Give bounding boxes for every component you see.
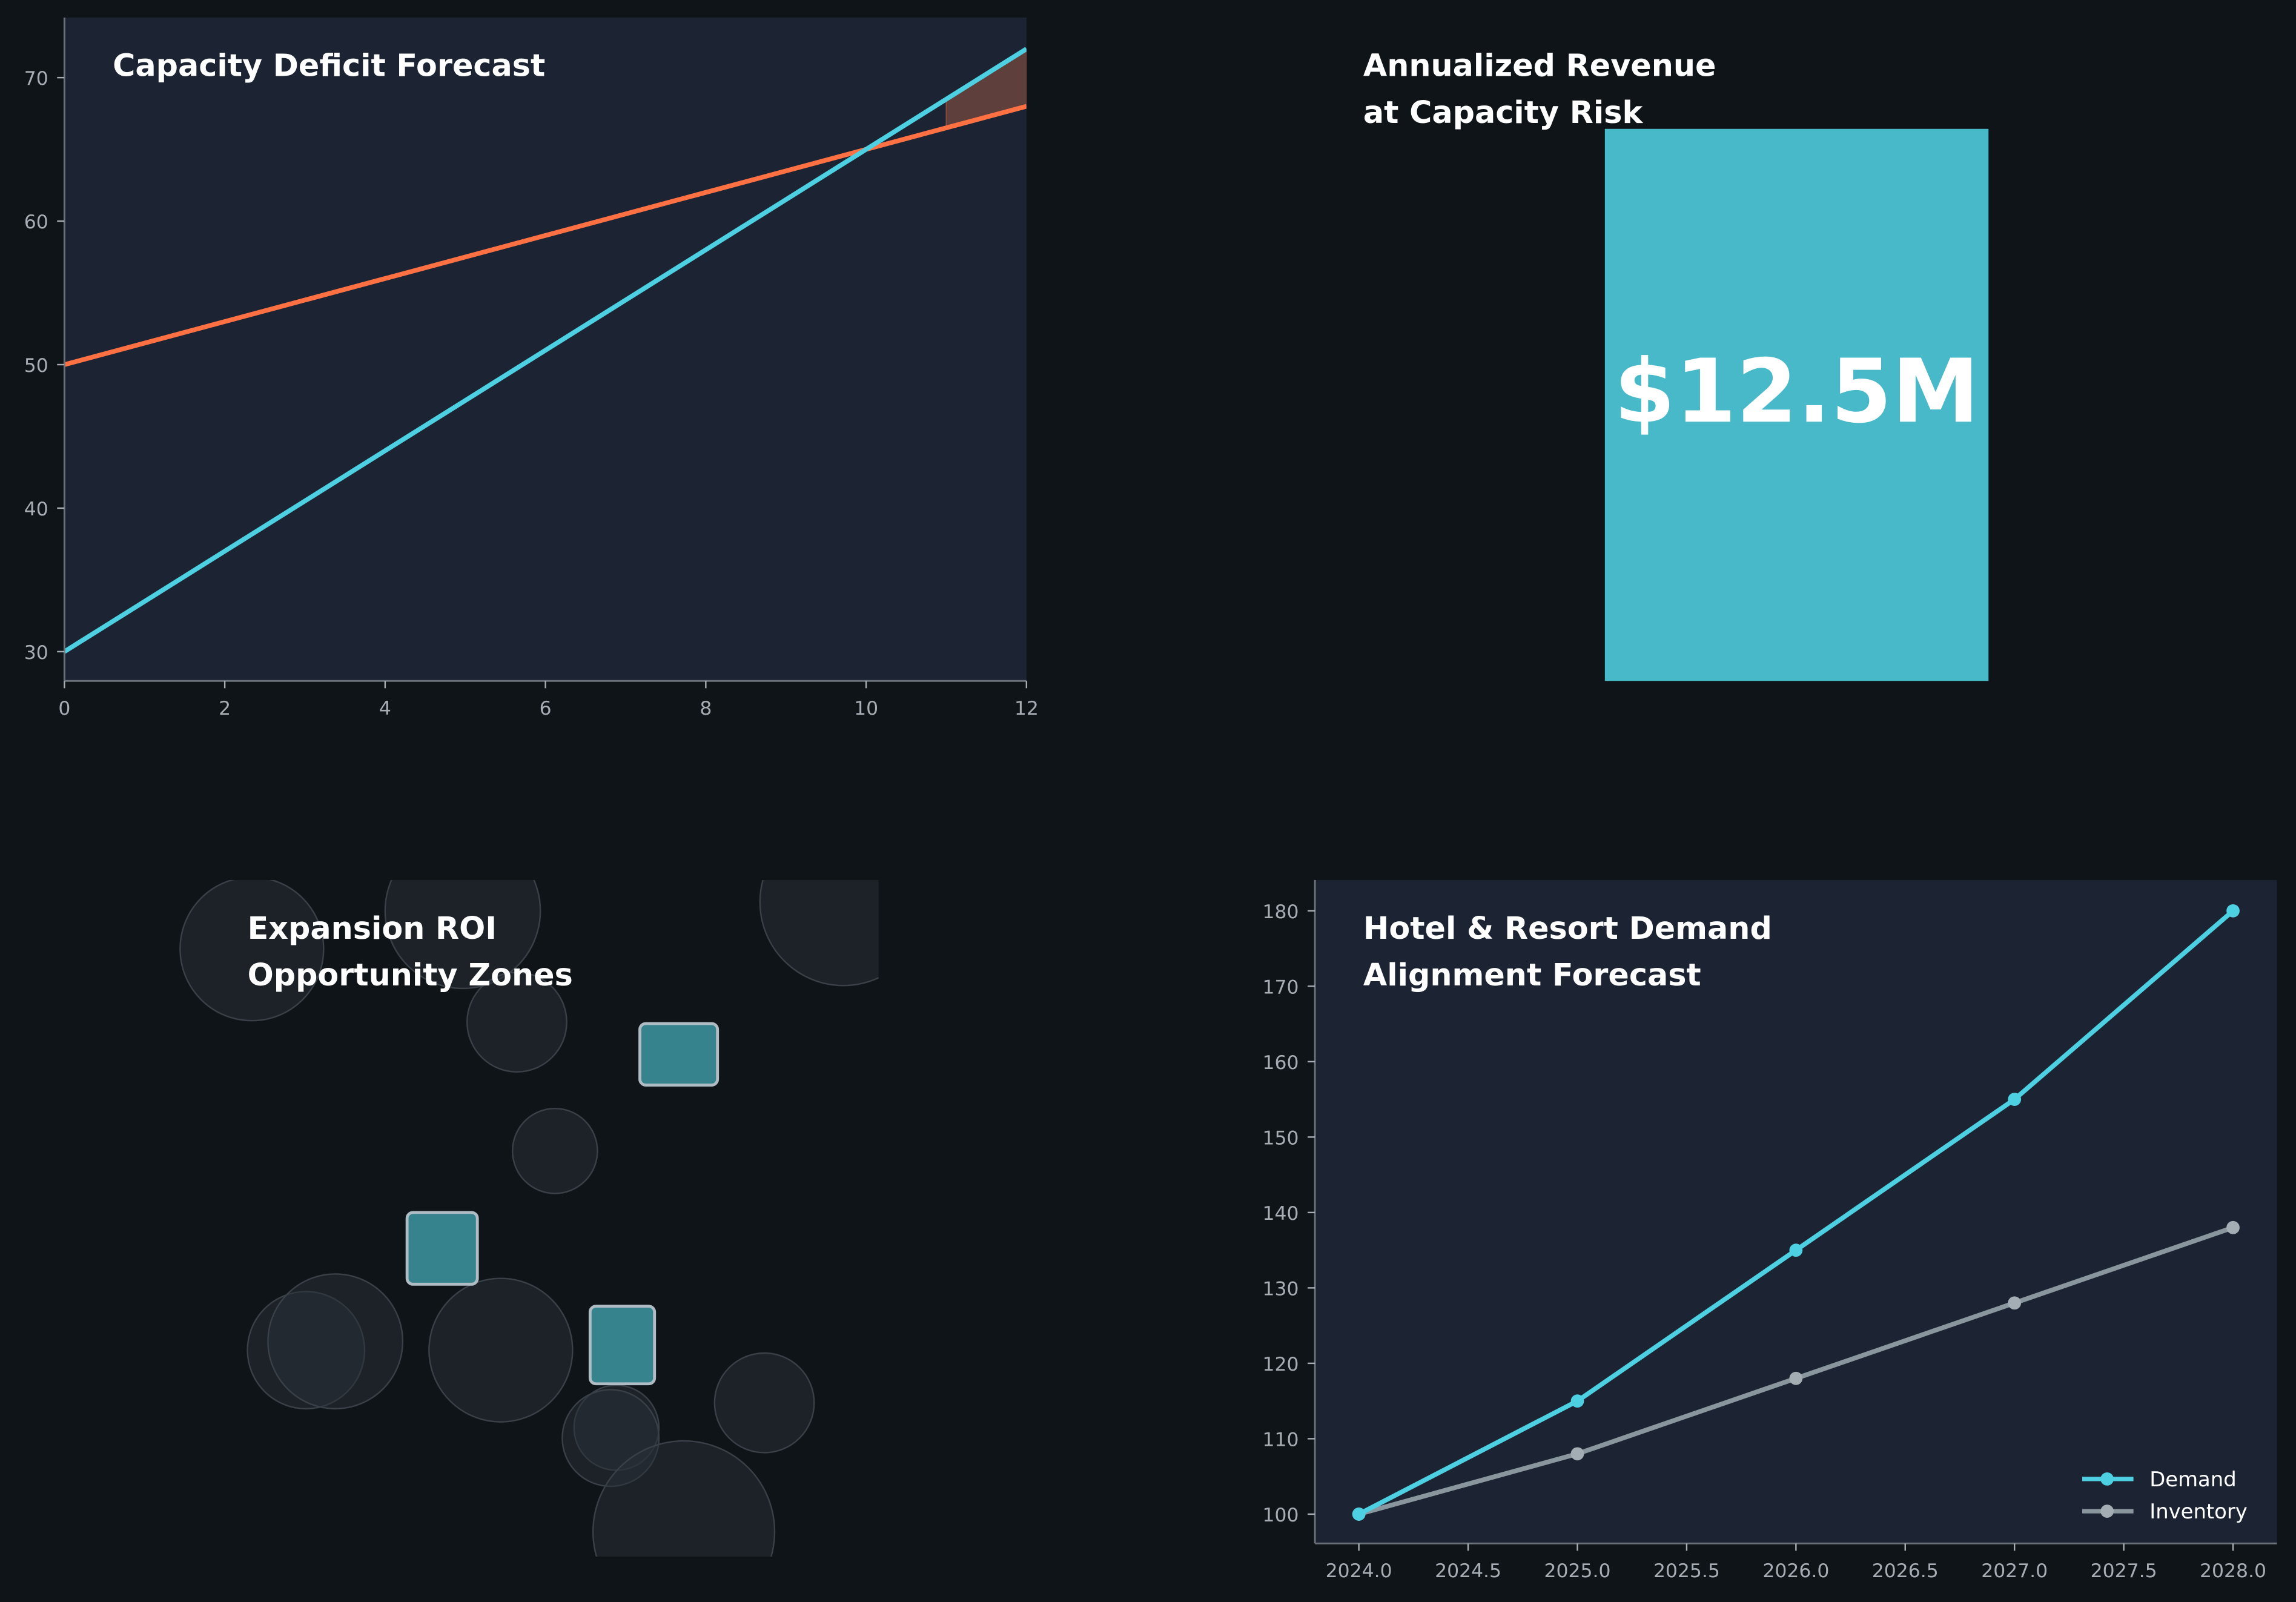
inventory-point <box>2008 1296 2022 1310</box>
inventory-point <box>1570 1447 1584 1461</box>
kpi-title-line-2: at Capacity Risk <box>1363 94 1644 130</box>
opportunity-bubble <box>428 1277 574 1423</box>
highlighted-zone <box>405 1211 479 1286</box>
kpi-box <box>1604 128 1989 681</box>
highlighted-zone <box>638 1022 720 1087</box>
inventory-point <box>2226 1220 2240 1234</box>
x-tick-label: 8 <box>700 698 712 720</box>
x-tick-label: 2 <box>219 698 231 720</box>
x-tick-label: 2026.5 <box>1872 1560 1939 1582</box>
y-tick-label: 40 <box>24 498 48 520</box>
inventory-point <box>1789 1371 1803 1385</box>
x-tick-label: 10 <box>854 698 878 720</box>
x-tick-label: 12 <box>1014 698 1039 720</box>
demand-point <box>1570 1394 1584 1408</box>
opportunity-bubble <box>759 880 879 987</box>
y-tick-label: 140 <box>1263 1203 1299 1225</box>
y-tick-label: 130 <box>1263 1278 1299 1300</box>
expansion-roi-chart: Expansion ROI Opportunity Zones <box>179 880 879 1557</box>
y-tick-label: 160 <box>1263 1052 1299 1074</box>
highlighted-zone <box>588 1305 657 1386</box>
x-tick-label: 4 <box>379 698 391 720</box>
chart-title-line-2: Opportunity Zones <box>248 957 573 993</box>
opportunity-bubble <box>179 880 325 1022</box>
demand-point <box>1789 1243 1803 1257</box>
y-tick-label: 110 <box>1263 1429 1299 1451</box>
legend-demand-label: Demand <box>2149 1468 2236 1491</box>
y-tick-label: 100 <box>1263 1504 1299 1526</box>
x-tick-label: 6 <box>540 698 552 720</box>
legend-demand-marker <box>2100 1472 2114 1486</box>
y-tick-label: 120 <box>1263 1354 1299 1375</box>
chart-title-line-2: Alignment Forecast <box>1363 957 1701 993</box>
y-tick-label: 180 <box>1263 901 1299 923</box>
y-tick-label: 50 <box>24 355 48 377</box>
kpi-title-line-1: Annualized Revenue <box>1363 48 1716 84</box>
x-tick-label: 2026.0 <box>1762 1560 1829 1582</box>
y-tick-label: 60 <box>24 211 48 233</box>
x-tick-label: 0 <box>58 698 70 720</box>
kpi-value: $12.5M <box>1614 340 1979 443</box>
x-tick-label: 2027.5 <box>2091 1560 2157 1582</box>
y-tick-label: 30 <box>24 642 48 664</box>
x-tick-label: 2024.0 <box>1326 1560 1392 1582</box>
revenue-kpi-card: Annualized Revenue at Capacity Risk $12.… <box>1363 48 1989 681</box>
demand-point <box>2226 904 2240 918</box>
chart-title-line-1: Expansion ROI <box>248 910 497 946</box>
opportunity-bubble <box>384 880 541 990</box>
legend-inventory-label: Inventory <box>2149 1500 2248 1523</box>
y-tick-label: 170 <box>1263 976 1299 998</box>
opportunity-bubble <box>466 971 567 1073</box>
plot-area <box>1315 880 2277 1544</box>
x-tick-label: 2025.0 <box>1544 1560 1611 1582</box>
legend-inventory-marker <box>2100 1504 2114 1518</box>
opportunity-bubble <box>713 1352 815 1454</box>
capacity-deficit-chart: 0 2 4 6 8 10 12 30 40 50 60 70 Capacity Deficit For… <box>24 18 1039 720</box>
y-tick-label: 70 <box>24 68 48 90</box>
opportunity-bubble <box>267 1273 404 1410</box>
demand-point <box>2008 1093 2022 1106</box>
x-tick-label: 2024.5 <box>1435 1560 1501 1582</box>
chart-title: Capacity Deficit Forecast <box>113 48 545 84</box>
chart-title-line-1: Hotel & Resort Demand <box>1363 910 1772 946</box>
opportunity-bubble <box>511 1108 598 1194</box>
x-tick-label: 2028.0 <box>2200 1560 2266 1582</box>
opportunity-bubble <box>592 1440 776 1557</box>
legend: Demand Inventory <box>2082 1468 2248 1523</box>
x-tick-label: 2025.5 <box>1653 1560 1720 1582</box>
demand-alignment-chart: 2024.0 2024.5 2025.0 2025.5 2026.0 2026.5 2027… <box>1263 880 2277 1582</box>
demand-line <box>64 47 1027 654</box>
demand-point <box>1352 1508 1366 1521</box>
y-tick-label: 150 <box>1263 1127 1299 1149</box>
x-tick-label: 2027.0 <box>1981 1560 2048 1582</box>
